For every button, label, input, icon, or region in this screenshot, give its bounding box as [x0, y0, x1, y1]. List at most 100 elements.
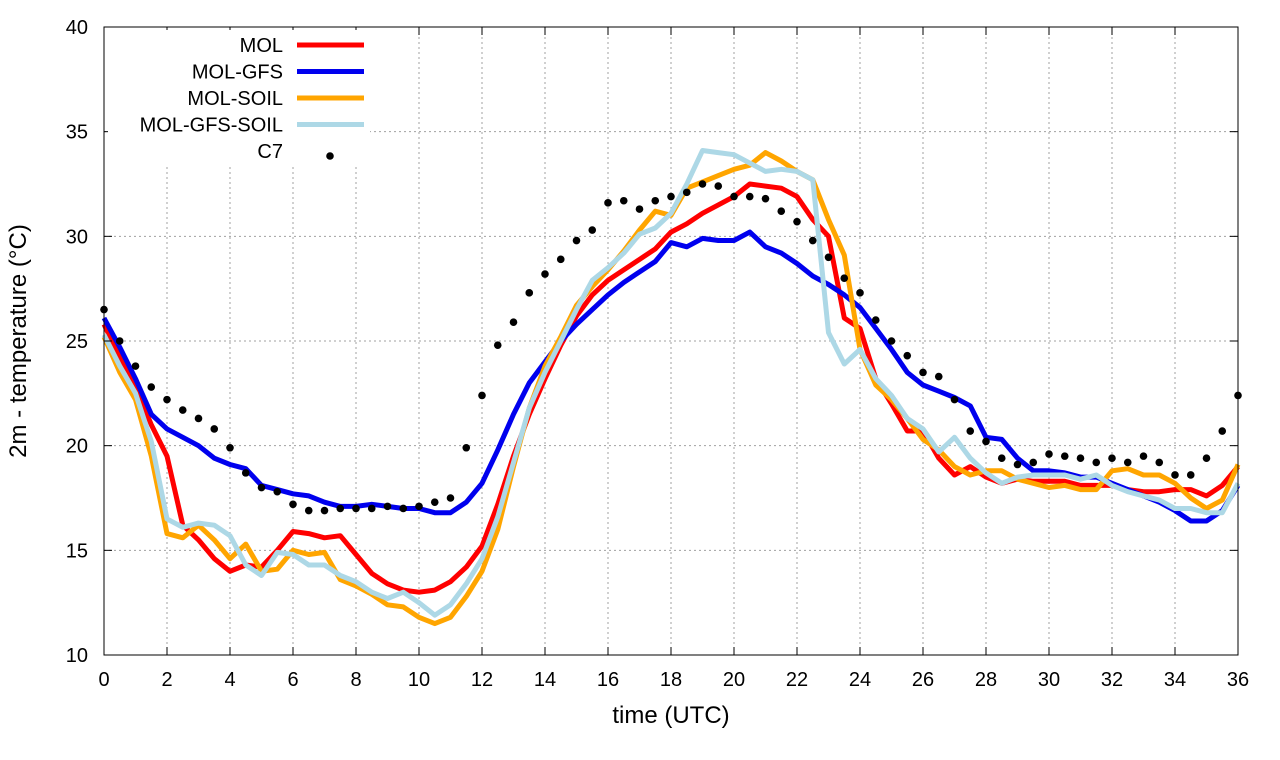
x-tick-label: 6 [287, 669, 298, 691]
data-point-c7 [745, 192, 754, 201]
x-tick-label: 14 [534, 669, 556, 691]
data-point-c7 [1171, 471, 1179, 479]
x-tick-label: 24 [849, 669, 871, 691]
data-point-c7 [1155, 458, 1164, 467]
data-point-c7 [1060, 452, 1069, 460]
data-point-c7 [462, 443, 471, 452]
data-point-c7 [997, 454, 1006, 463]
data-point-c7 [1029, 458, 1038, 467]
data-point-c7 [730, 192, 738, 201]
y-tick-label: 30 [66, 226, 88, 248]
x-tick-label: 0 [98, 669, 109, 691]
data-point-c7 [478, 391, 486, 400]
data-point-c7 [541, 270, 549, 278]
data-point-c7 [887, 337, 896, 345]
data-point-c7 [194, 414, 203, 423]
data-point-c7 [919, 368, 927, 377]
x-tick-label: 28 [975, 669, 997, 691]
x-tick-label: 22 [786, 669, 808, 691]
data-point-c7 [399, 504, 408, 513]
data-point-c7 [1013, 460, 1022, 469]
x-tick-label: 18 [660, 669, 682, 691]
data-point-c7 [635, 205, 644, 213]
x-tick-label: 10 [408, 669, 430, 691]
legend-label-mol-gfs-soil: MOL-GFS-SOIL [140, 115, 283, 137]
data-point-c7 [856, 289, 864, 297]
y-tick-label: 35 [66, 122, 88, 144]
x-tick-label: 26 [912, 669, 934, 691]
data-point-c7 [430, 498, 439, 506]
data-point-c7 [1108, 454, 1116, 463]
data-point-c7 [840, 274, 849, 283]
y-tick-label: 25 [66, 331, 88, 353]
data-point-c7 [619, 196, 628, 205]
data-point-c7 [682, 188, 691, 197]
y-tick-label: 20 [66, 436, 88, 458]
y-tick-label: 10 [66, 645, 88, 667]
data-point-c7 [352, 504, 360, 513]
data-point-c7 [698, 180, 707, 188]
series-line-mol [101, 181, 1240, 595]
x-tick-label: 16 [597, 669, 619, 691]
data-point-c7 [793, 217, 801, 226]
legend-label-mol: MOL [240, 35, 283, 57]
x-tick-label: 30 [1038, 669, 1060, 691]
data-point-c7 [934, 372, 943, 381]
legend-label-c7: C7 [257, 141, 283, 163]
data-point-c7 [982, 437, 990, 446]
x-axis-label: time (UTC) [612, 702, 729, 729]
data-point-c7 [572, 236, 581, 245]
data-point-c7 [289, 500, 297, 509]
x-tick-label: 4 [224, 669, 235, 691]
data-point-c7 [525, 289, 534, 297]
data-point-c7 [1139, 452, 1148, 460]
x-tick-label: 20 [723, 669, 745, 691]
data-point-c7 [1202, 454, 1211, 463]
y-tick-label: 15 [66, 540, 88, 562]
x-tick-label: 2 [161, 669, 172, 691]
series-line-mol-gfs-soil [101, 148, 1241, 618]
data-point-c7 [1186, 471, 1195, 479]
data-point-c7 [667, 192, 675, 201]
axis-ticks: 0 2 4 6 8 10 12 14 16 18 20 22 24 26 28 30 32 34 361015202… [66, 17, 1249, 691]
legend: MOL MOL-GFS MOL-SOIL MOL-GFS-SOIL C7 [108, 30, 370, 166]
data-point-c7 [257, 483, 266, 492]
x-tick-label: 8 [350, 669, 361, 691]
data-point-c7 [1045, 450, 1053, 458]
data-point-c7 [210, 425, 219, 433]
data-point-c7 [383, 502, 392, 511]
data-point-c7 [226, 443, 234, 452]
legend-swatch-c7 [326, 152, 334, 160]
data-point-c7 [509, 318, 518, 326]
data-point-c7 [241, 469, 250, 477]
x-tick-label: 36 [1227, 669, 1249, 691]
series-line-mol-gfs [101, 229, 1241, 524]
data-point-c7 [588, 226, 597, 234]
data-point-c7 [304, 506, 313, 515]
data-point-c7 [147, 383, 156, 391]
y-tick-label: 40 [66, 17, 88, 39]
data-point-c7 [163, 395, 171, 404]
data-point-c7 [115, 337, 124, 345]
data-point-c7 [415, 502, 423, 511]
grid-lines [104, 27, 1238, 655]
data-point-c7 [777, 207, 786, 216]
data-point-c7 [1076, 454, 1085, 463]
data-point-c7 [1123, 458, 1132, 467]
x-tick-label: 32 [1101, 669, 1123, 691]
data-point-c7 [446, 494, 455, 502]
data-point-c7 [273, 487, 282, 496]
data-point-c7 [367, 504, 376, 513]
data-point-c7 [651, 196, 660, 205]
data-point-c7 [1092, 458, 1101, 467]
data-point-c7 [903, 351, 912, 360]
data-point-c7 [320, 506, 329, 515]
data-point-c7 [808, 236, 817, 245]
y-axis-label: 2m - temperature (°C) [5, 224, 32, 458]
data-point-c7 [714, 182, 723, 190]
data-point-c7 [131, 362, 140, 370]
data-point-c7 [178, 406, 187, 414]
data-point-c7 [556, 255, 565, 264]
data-point-c7 [824, 253, 833, 262]
